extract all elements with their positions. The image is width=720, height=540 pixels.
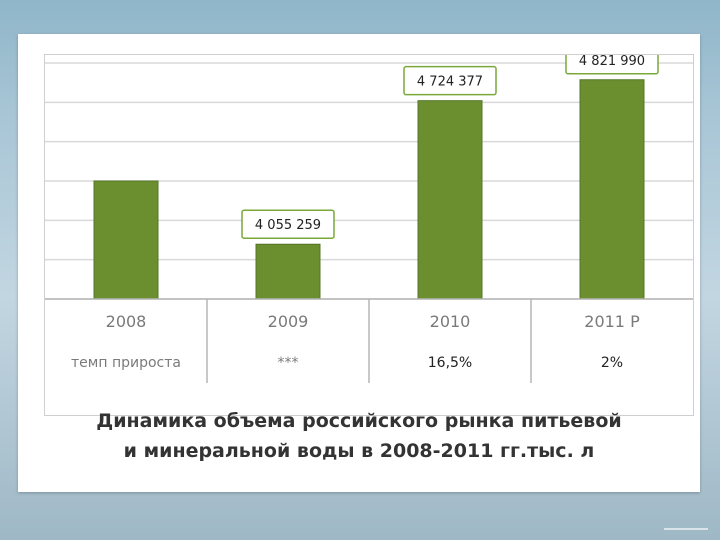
bar-2008 [93, 180, 159, 300]
growth-value: 2% [601, 355, 623, 371]
data-label: 4 055 259 [255, 218, 321, 233]
growth-value: 16,5% [428, 355, 472, 371]
caption-line-2: и минеральной воды в 2008-2011 гг.тыс. л [123, 440, 595, 462]
growth-value: *** [278, 355, 299, 371]
data-label: 4 821 990 [579, 55, 645, 69]
chart-caption: Динамика объема российского рынка питьев… [18, 406, 700, 466]
growth-row-label: темп прироста [71, 355, 181, 371]
chart-frame: 4 055 259 4 724 377 4 821 990 2008 2009 2010 2… [44, 54, 694, 416]
bar-chart: 4 055 259 4 724 377 4 821 990 2008 2009 2010 2… [45, 55, 693, 383]
data-label: 4 724 377 [417, 75, 483, 90]
caption-line-1: Динамика объема российского рынка питьев… [96, 410, 622, 432]
data-label-box [241, 209, 335, 239]
bar-2010 [417, 100, 483, 300]
footer-mark [664, 528, 708, 530]
bar-2009 [255, 243, 321, 300]
bar-2011 Р [579, 79, 645, 300]
slide-card: 4 055 259 4 724 377 4 821 990 2008 2009 2010 2… [18, 34, 700, 492]
x-tick-label: 2009 [268, 312, 309, 331]
x-tick-label: 2011 Р [584, 312, 640, 331]
data-label-box [565, 55, 659, 75]
x-tick-label: 2010 [430, 312, 471, 331]
data-label-box [403, 65, 497, 96]
x-tick-label: 2008 [106, 312, 147, 331]
